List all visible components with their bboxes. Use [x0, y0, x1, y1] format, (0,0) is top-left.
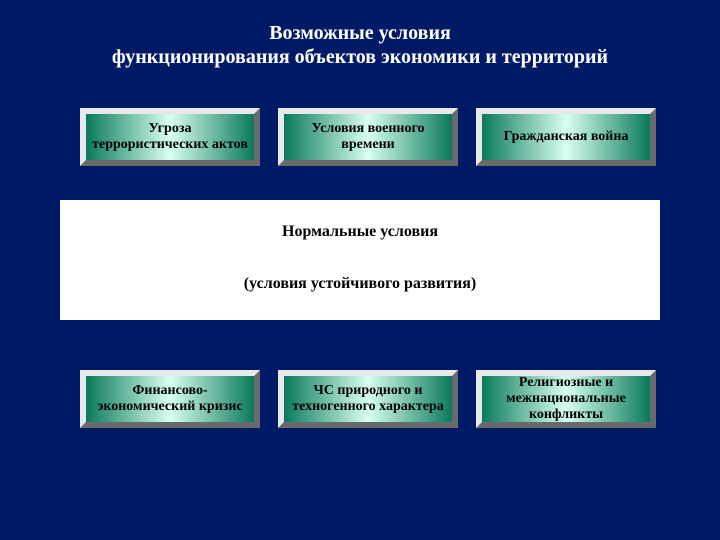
box-financial-crisis-label: Финансово-экономический кризис [86, 383, 254, 415]
title-line-1: Возможные условия [0, 22, 720, 45]
box-threat-terrorism-label: Угроза террористических актов [86, 121, 254, 153]
box-religious-ethnic-conflicts: Религиозные и межнациональные конфликты [476, 370, 656, 428]
normal-conditions-subtitle: (условия устойчивого развития) [61, 275, 659, 293]
box-emergency-situations-label: ЧС природного и техногенного характера [284, 383, 452, 415]
title-line-2: функционирования объектов экономики и те… [0, 46, 720, 69]
box-emergency-situations: ЧС природного и техногенного характера [278, 370, 458, 428]
box-normal-conditions: Нормальные условия (условия устойчивого … [60, 200, 660, 320]
box-wartime-conditions-label: Условия военного времени [284, 121, 452, 153]
box-civil-war: Гражданская война [476, 108, 656, 166]
box-threat-terrorism: Угроза террористических актов [80, 108, 260, 166]
normal-conditions-title: Нормальные условия [61, 223, 659, 241]
box-religious-ethnic-conflicts-label: Религиозные и межнациональные конфликты [482, 375, 650, 423]
box-wartime-conditions: Условия военного времени [278, 108, 458, 166]
box-civil-war-label: Гражданская война [482, 129, 650, 145]
box-financial-crisis: Финансово-экономический кризис [80, 370, 260, 428]
